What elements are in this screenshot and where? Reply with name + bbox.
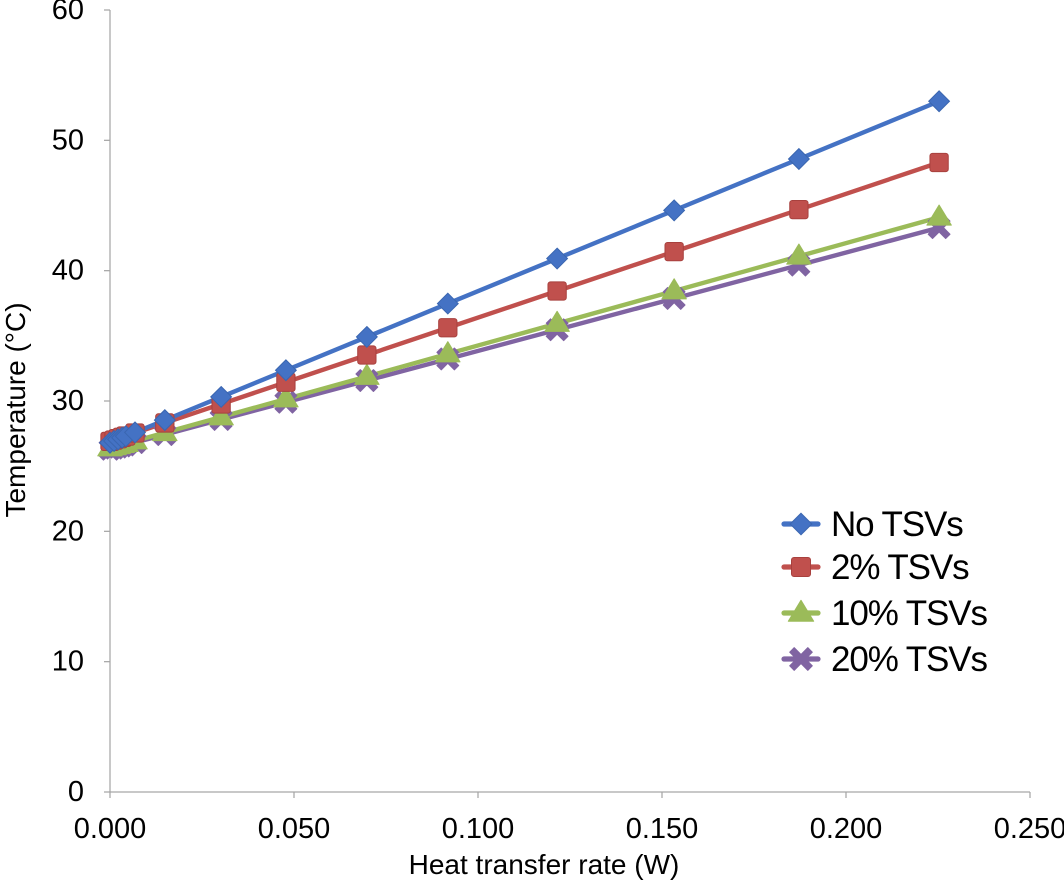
svg-text:10% TSVs: 10% TSVs [831,594,988,633]
svg-text:60: 60 [52,0,84,26]
svg-text:0.000: 0.000 [74,813,147,845]
svg-text:0.200: 0.200 [810,813,883,845]
svg-text:0.050: 0.050 [258,813,331,845]
svg-text:50: 50 [52,124,84,156]
svg-text:2% TSVs: 2% TSVs [831,548,969,587]
svg-text:Heat transfer rate (W): Heat transfer rate (W) [409,849,680,880]
svg-text:Temperature (°C): Temperature (°C) [0,302,31,517]
svg-text:10: 10 [52,646,84,678]
svg-text:0.150: 0.150 [626,813,699,845]
svg-text:20: 20 [52,515,84,547]
svg-text:No TSVs: No TSVs [831,505,963,544]
svg-text:20% TSVs: 20% TSVs [831,640,988,679]
svg-text:0.100: 0.100 [442,813,515,845]
svg-text:0: 0 [68,776,84,808]
svg-text:0.250: 0.250 [994,813,1064,845]
svg-text:30: 30 [52,385,84,417]
svg-text:40: 40 [52,255,84,287]
